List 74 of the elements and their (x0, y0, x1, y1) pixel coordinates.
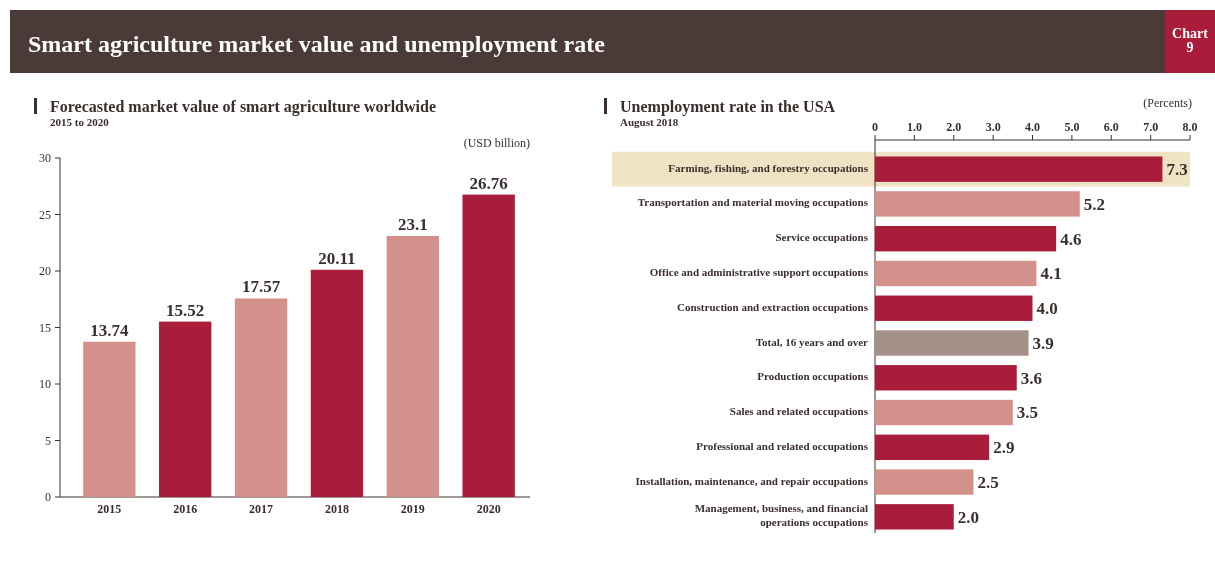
data-label: 4.1 (1040, 264, 1062, 284)
text: August 2018 (620, 116, 679, 128)
y-tick-label: Sales and related occupations (729, 405, 869, 418)
y-tick-label: 5 (45, 433, 51, 448)
bar (875, 469, 974, 495)
x-tick-label: 2019 (400, 502, 425, 516)
bar (875, 191, 1080, 217)
y-tick-label: Total, 16 years and over (755, 335, 869, 348)
bar (875, 399, 1013, 426)
bar (875, 504, 954, 530)
x-tick-label: 4.0 (1025, 120, 1040, 134)
y-tick-label: Office and administrative support occupations (649, 266, 869, 278)
bar (875, 365, 1017, 391)
x-tick-label: 2020 (476, 502, 501, 516)
bar (234, 298, 288, 497)
data-label: 4.6 (1060, 229, 1082, 249)
y-tick-label: 20 (39, 264, 51, 279)
y-tick-label: Installation, maintenance, and repair occupations (635, 474, 869, 487)
bar (386, 235, 439, 497)
data-label: 7.3 (1166, 160, 1188, 180)
data-label: 13.74 (90, 320, 129, 340)
y-axis-title: (USD billion) (463, 136, 530, 150)
x-tick-label: 7.0 (1143, 120, 1159, 134)
y-tick-label: 25 (39, 207, 51, 222)
y-tick-label: Management, business, and financial operations occupations (694, 502, 869, 529)
caption: Chart 9 (1172, 26, 1209, 55)
bar (83, 341, 136, 497)
bar (875, 295, 1033, 321)
x-tick-label: 0 (872, 120, 878, 134)
data-label: 3.9 (1032, 333, 1054, 353)
bar (875, 260, 1037, 287)
bar (875, 156, 1163, 182)
bar (875, 434, 990, 460)
y-tick-label: 30 (39, 151, 51, 166)
x-tick-label: 8.0 (1182, 120, 1198, 134)
data-label: 4.0 (1036, 299, 1058, 319)
x-tick-label: 2017 (249, 502, 274, 516)
data-label: 2.5 (977, 473, 999, 493)
y-tick-label: Professional and related occupations (696, 439, 869, 452)
bar (310, 269, 364, 497)
y-tick-label: 10 (39, 377, 51, 392)
x-tick-label: 2018 (324, 502, 349, 516)
x-tick-label: 2016 (173, 502, 198, 516)
data-label: 5.2 (1083, 194, 1105, 214)
x-tick-label: 6.0 (1103, 120, 1119, 134)
data-label: 3.5 (1016, 403, 1039, 423)
data-label: 26.76 (469, 173, 508, 193)
data-label: 17.57 (241, 277, 281, 297)
data-label: 23.1 (397, 214, 428, 234)
text: Smart agriculture market value and unemployment rate (28, 31, 606, 57)
x-axis-title: (Percents) (1143, 96, 1192, 110)
data-label: 2.9 (993, 438, 1015, 458)
x-tick-label: 5.0 (1064, 120, 1080, 134)
data-label: 15.52 (166, 300, 205, 320)
text: Unemployment rate in the USA (620, 98, 836, 116)
data-label: 3.6 (1020, 368, 1042, 388)
x-tick-label: 1.0 (906, 120, 922, 134)
bar (875, 226, 1057, 252)
y-tick-label: Transportation and material moving occupations (637, 196, 869, 209)
y-tick-label: Construction and extraction occupations (677, 300, 869, 313)
y-tick-label: Service occupations (775, 231, 869, 244)
chart-subtitle: 2015 to 2020 (50, 116, 110, 128)
x-tick-label: 3.0 (985, 120, 1001, 134)
bar (462, 194, 515, 497)
bar (159, 321, 212, 497)
y-tick-label: 15 (39, 320, 51, 335)
y-tick-label: Farming, fishing, and forestry occupations (668, 161, 869, 174)
x-tick-label: 2015 (97, 502, 122, 516)
chart-title: Forecasted market value of smart agriculture worldwide (50, 98, 436, 116)
y-tick-label: Production occupations (757, 370, 869, 383)
bar (875, 330, 1029, 356)
data-label: 20.11 (318, 248, 356, 268)
x-tick-label: 2.0 (946, 120, 962, 134)
y-tick-label: 0 (45, 490, 51, 505)
